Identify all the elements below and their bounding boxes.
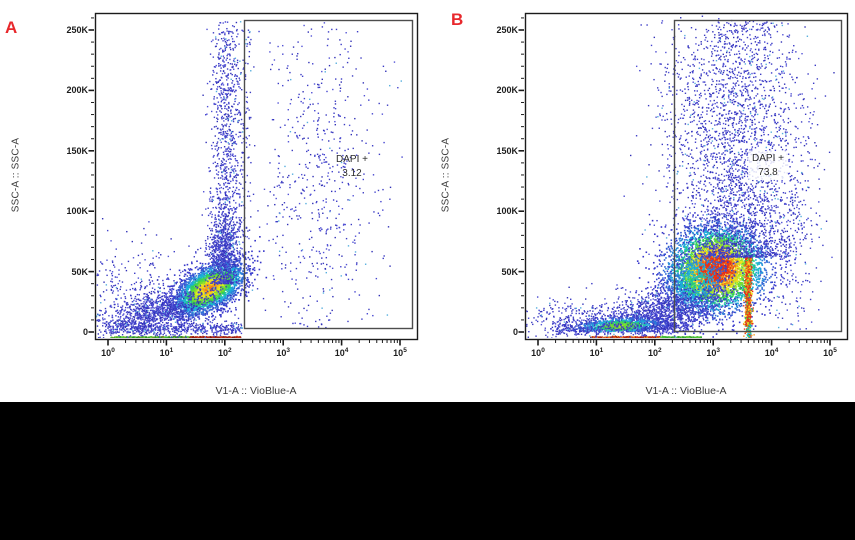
y-axis-label-b: SSC-A :: SSC-A <box>440 137 452 213</box>
gate-name-b: DAPI + <box>752 153 784 164</box>
flow-scatter-plot-b <box>430 0 855 402</box>
y-axis-label-a: SSC-A :: SSC-A <box>10 137 22 213</box>
x-axis-label-a: V1-A :: VioBlue-A <box>215 385 297 397</box>
bottom-black-bar <box>0 402 855 540</box>
gate-label-b: DAPI + 73.8 <box>748 151 788 180</box>
panel-b-letter: B <box>451 10 464 29</box>
panel-b: B SSC-A :: SSC-A V1-A :: VioBlue-A DAPI … <box>430 0 855 402</box>
gate-percent-b: 73.8 <box>758 166 778 178</box>
x-axis-label-b: V1-A :: VioBlue-A <box>645 385 727 397</box>
gate-label-a: DAPI + 3.12 <box>336 153 368 180</box>
gate-percent-a: 3.12 <box>342 167 362 179</box>
panel-a-letter: A <box>5 18 18 37</box>
flow-scatter-plot-a <box>0 0 430 402</box>
panel-a: A SSC-A :: SSC-A V1-A :: VioBlue-A DAPI … <box>0 0 430 402</box>
gate-name-a: DAPI + <box>336 154 368 165</box>
